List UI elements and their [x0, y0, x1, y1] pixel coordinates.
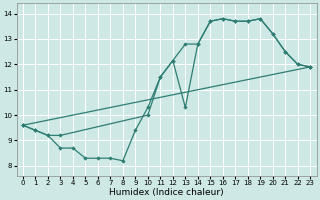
X-axis label: Humidex (Indice chaleur): Humidex (Indice chaleur)	[109, 188, 224, 197]
